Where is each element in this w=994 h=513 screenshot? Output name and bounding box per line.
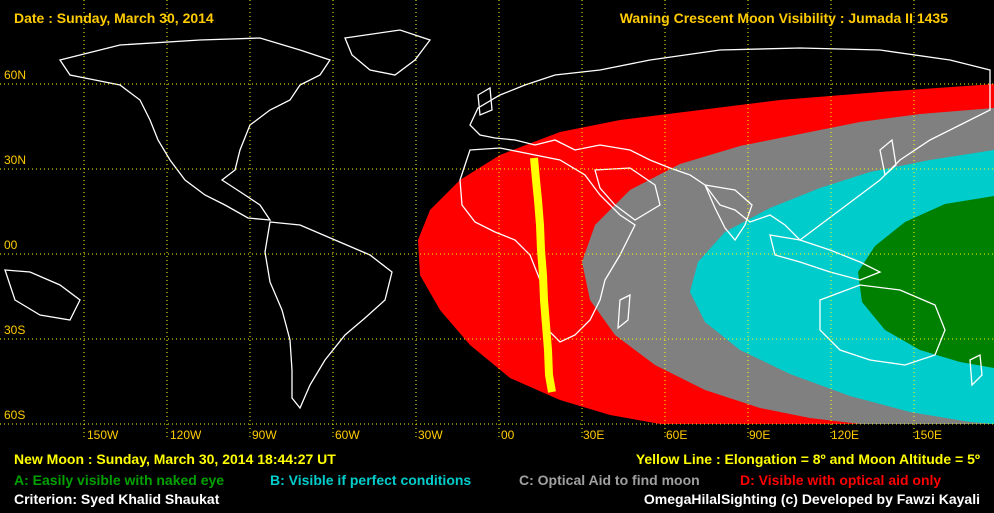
- elongation-yellow-line: [530, 157, 556, 393]
- lat-label-30s: 30S: [4, 323, 26, 337]
- map-title: Waning Crescent Moon Visibility : Jumada…: [619, 10, 948, 26]
- greenland-outline: [344, 29, 432, 76]
- date-label: Date : Sunday, March 30, 2014: [14, 10, 214, 26]
- europe-asia-outline: [469, 47, 991, 241]
- lon-label-90e: 90E: [749, 428, 771, 442]
- lon-label-150e: 150E: [914, 428, 943, 442]
- lat-label-60n: 60N: [4, 68, 27, 82]
- lon-label-90w: 90W: [252, 428, 277, 442]
- lat-label-30n: 30N: [4, 153, 27, 167]
- lon-label-60w: 60W: [335, 428, 360, 442]
- southeast-asia-islands-outline: [769, 234, 882, 281]
- lon-label-120e: 120E: [831, 428, 860, 442]
- criterion-label: Criterion: Syed Khalid Shaukat: [14, 491, 220, 507]
- visibility-zones: [418, 84, 994, 424]
- legend-a: A: Easily visible with naked eye: [14, 472, 225, 488]
- japan-outline: [879, 138, 897, 177]
- lon-label-00: 00: [501, 428, 515, 442]
- south-america-outline: [264, 221, 393, 410]
- uk-outline: [477, 86, 493, 116]
- lon-label-30w: 30W: [418, 428, 443, 442]
- legend-d: D: Visible with optical aid only: [740, 472, 942, 488]
- africa-outline: [459, 147, 636, 343]
- lat-label-00: 00: [4, 238, 18, 252]
- arabia-outline: [594, 167, 661, 221]
- new-moon-label: New Moon : Sunday, March 30, 2014 18:44:…: [14, 451, 336, 467]
- lon-label-150w: 150W: [87, 428, 119, 442]
- lon-label-60e: 60E: [666, 428, 688, 442]
- legend-b: B: Visible if perfect conditions: [270, 472, 472, 488]
- continent-outlines: [4, 29, 991, 410]
- lon-label-120w: 120W: [170, 428, 202, 442]
- north-america-outline: [58, 37, 332, 221]
- zone-a-region: [858, 196, 994, 368]
- madagascar-outline: [617, 293, 631, 330]
- yellow-line-legend: Yellow Line : Elongation = 8º and Moon A…: [635, 451, 980, 467]
- lat-lon-grid: [0, 0, 994, 440]
- australia-outline: [819, 284, 946, 366]
- legend-c: C: Optical Aid to find moon: [519, 472, 700, 488]
- lon-label-30e: 30E: [583, 428, 605, 442]
- credit-label: OmegaHilalSighting (c) Developed by Fawz…: [643, 491, 980, 507]
- lat-label-60s: 60S: [4, 408, 26, 422]
- india-outline: [703, 184, 753, 242]
- pacific-islands-outline: [4, 269, 81, 321]
- new-zealand-outline: [969, 353, 983, 387]
